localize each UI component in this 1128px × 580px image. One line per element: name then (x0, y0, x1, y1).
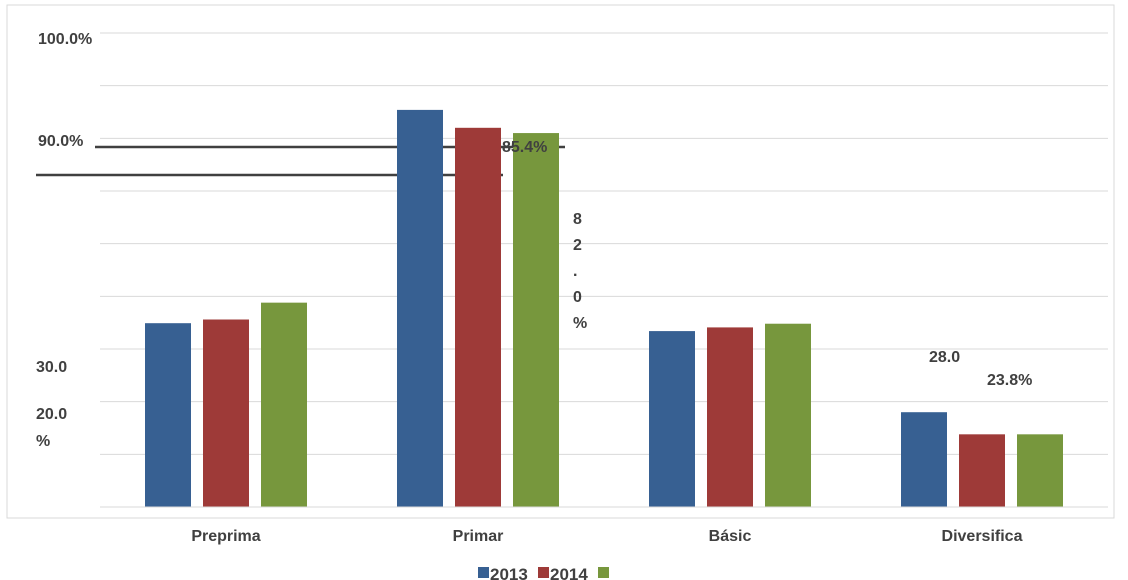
bar-2014-Preprima (203, 319, 249, 507)
x-tick-label: Primar (453, 528, 504, 545)
y-tick-label: % (36, 433, 50, 450)
data-label-char: 0 (573, 289, 582, 306)
bar-2014-Diversifica (959, 434, 1005, 507)
legend-swatch (598, 567, 609, 578)
data-label: 23.8% (987, 372, 1032, 389)
data-label-char: 8 (573, 211, 582, 228)
bar-series-3-Básic (765, 323, 811, 507)
bar-series-3-Diversifica (1017, 434, 1063, 507)
legend-label: 2013 (490, 565, 528, 580)
data-label-char: . (573, 263, 577, 280)
y-tick-label: 90.0% (38, 133, 83, 150)
bar-2013-Preprima (145, 323, 191, 507)
x-tick-label: Preprima (191, 528, 260, 545)
legend-label: 2014 (550, 565, 588, 580)
data-label: 85.4% (502, 139, 547, 156)
x-tick-label: Básic (709, 528, 752, 545)
bar-series-3-Primar (513, 133, 559, 508)
data-label-char: % (573, 315, 587, 332)
y-tick-label: 20.0 (36, 406, 67, 423)
data-label-char: 2 (573, 237, 582, 254)
bar-2013-Básic (649, 331, 695, 507)
bar-2014-Básic (707, 327, 753, 507)
bar-2013-Primar (397, 109, 443, 507)
chart-border (6, 4, 1115, 519)
bar-series-3-Preprima (261, 302, 307, 507)
y-tick-label: 100.0% (38, 31, 92, 48)
bar-2013-Diversifica (901, 412, 947, 507)
x-tick-label: Diversifica (942, 528, 1023, 545)
legend-swatch (538, 567, 549, 578)
y-tick-label: 30.0 (36, 359, 67, 376)
data-label: 28.0 (929, 349, 960, 366)
bar-2014-Primar (455, 127, 501, 508)
legend-swatch (478, 567, 489, 578)
